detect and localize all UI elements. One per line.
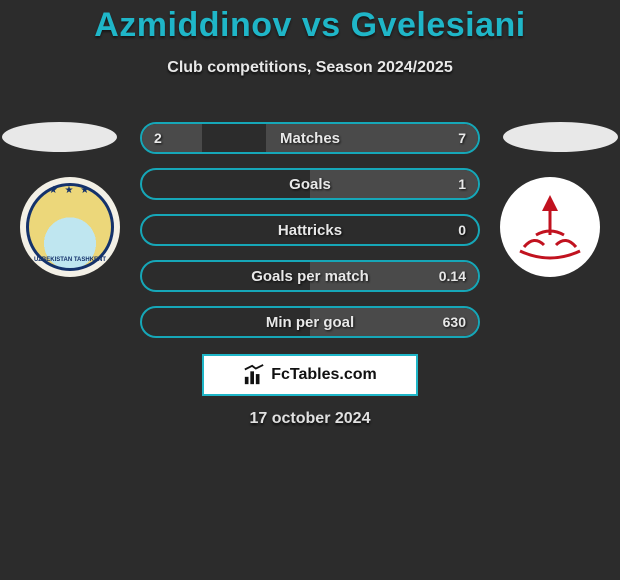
- stat-row: Hattricks0: [140, 214, 480, 246]
- player-photo-placeholder-right: [503, 122, 618, 152]
- brand-box[interactable]: FcTables.com: [202, 354, 418, 396]
- club-badge-right-svg: [500, 177, 600, 277]
- stat-fill-right: [266, 124, 478, 152]
- stats-table: Matches27 Goals1 Hattricks0 Goals per match…: [140, 122, 480, 352]
- stat-fill-right: [310, 170, 478, 198]
- bar-chart-icon: [243, 364, 265, 386]
- stat-label: Hattricks: [142, 216, 478, 244]
- player-photo-placeholder-left: [2, 122, 117, 152]
- stat-row: Matches27: [140, 122, 480, 154]
- stat-row: Goals per match0.14: [140, 260, 480, 292]
- club-badge-left: ★ ★ ★ UZBEKISTAN TASHKENT: [20, 177, 120, 277]
- stat-fill-right: [310, 308, 478, 336]
- stat-row: Goals1: [140, 168, 480, 200]
- stat-fill-left: [142, 124, 202, 152]
- club-badge-right: [500, 177, 600, 277]
- club-badge-left-stars: ★ ★ ★: [20, 185, 120, 196]
- brand-text: FcTables.com: [271, 366, 377, 384]
- club-badge-left-ring-text: UZBEKISTAN TASHKENT: [20, 257, 120, 263]
- stat-row: Min per goal630: [140, 306, 480, 338]
- stat-fill-right: [310, 262, 478, 290]
- page-title: Azmiddinov vs Gvelesiani: [0, 0, 620, 45]
- stat-value-right: 0: [458, 216, 466, 244]
- comparison-card: Azmiddinov vs Gvelesiani Club competitio…: [0, 0, 620, 580]
- date-text: 17 october 2024: [0, 410, 620, 428]
- subtitle: Club competitions, Season 2024/2025: [0, 59, 620, 77]
